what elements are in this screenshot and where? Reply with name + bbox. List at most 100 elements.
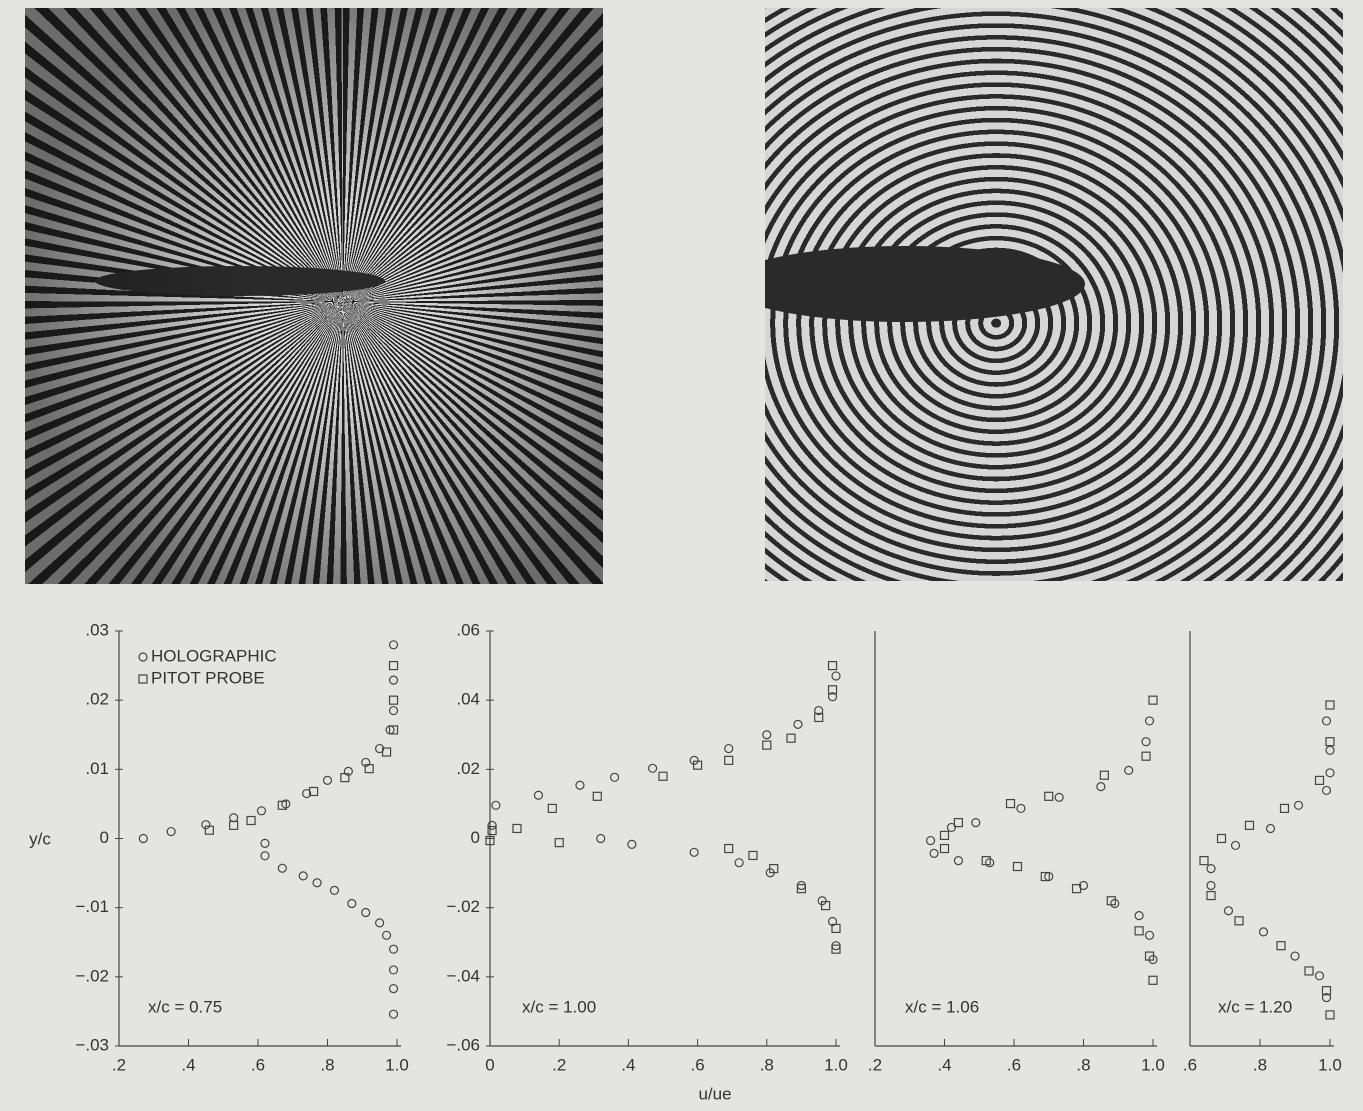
point [390, 641, 398, 649]
point [1326, 738, 1334, 746]
x-tick-label: .8 [760, 1055, 774, 1074]
x-tick-label: .8 [1253, 1055, 1267, 1074]
x-tick-label: .2 [868, 1055, 882, 1074]
y-tick-label: 0 [100, 828, 109, 847]
x-tick-label: 1.0 [385, 1055, 409, 1074]
point [247, 817, 255, 825]
point [832, 672, 840, 680]
point [324, 776, 332, 784]
point [390, 676, 398, 684]
point [1305, 967, 1313, 975]
point [513, 824, 521, 832]
point [749, 851, 757, 859]
y-tick-label: 0 [471, 828, 480, 847]
point [1326, 701, 1334, 709]
point [261, 839, 269, 847]
point [1281, 804, 1289, 812]
y-tick-label: −.03 [75, 1035, 109, 1054]
point [1267, 824, 1275, 832]
point [1225, 907, 1233, 915]
point [390, 707, 398, 715]
point [941, 845, 949, 853]
annotation: x/c = 1.00 [522, 997, 596, 1016]
annotation: x/c = 1.06 [905, 997, 979, 1016]
point [488, 821, 496, 829]
point [690, 848, 698, 856]
legend-label: HOLOGRAPHIC [151, 646, 277, 665]
point [1323, 717, 1331, 725]
x-tick-label: .6 [691, 1055, 705, 1074]
point [390, 945, 398, 953]
point [1146, 717, 1154, 725]
point [576, 781, 584, 789]
point [376, 919, 384, 927]
point [1326, 769, 1334, 777]
x-tick-label: .4 [937, 1055, 951, 1074]
point [1045, 792, 1053, 800]
point [278, 864, 286, 872]
x-tick-label: .6 [1007, 1055, 1021, 1074]
x-tick-label: .2 [552, 1055, 566, 1074]
legend-marker [139, 653, 147, 661]
figure: .2.4.6.81.0.03.02.010−.01−.02−.03HOLOGRA… [0, 0, 1363, 1111]
point [1100, 771, 1108, 779]
point [1142, 738, 1150, 746]
point [1326, 746, 1334, 754]
legend-marker [139, 675, 147, 683]
point [797, 882, 805, 890]
point [972, 819, 980, 827]
point [941, 831, 949, 839]
point [548, 804, 556, 812]
point [1125, 766, 1133, 774]
point [313, 879, 321, 887]
point [261, 852, 269, 860]
point [1277, 942, 1285, 950]
y-tick-label: −.01 [75, 897, 109, 916]
y-tick-label: −.02 [446, 897, 480, 916]
point [1097, 783, 1105, 791]
x-tick-label: .4 [181, 1055, 195, 1074]
point [593, 792, 601, 800]
point [390, 696, 398, 704]
point [763, 741, 771, 749]
point [1235, 917, 1243, 925]
point [787, 734, 795, 742]
point [1295, 801, 1303, 809]
point [1207, 882, 1215, 890]
point [555, 839, 563, 847]
point [725, 745, 733, 753]
point [628, 840, 636, 848]
point [829, 662, 837, 670]
point [597, 835, 605, 843]
point [167, 828, 175, 836]
point [927, 837, 935, 845]
x-tick-label: .8 [1076, 1055, 1090, 1074]
point [954, 819, 962, 827]
point [390, 1010, 398, 1018]
point [230, 814, 238, 822]
point [1291, 952, 1299, 960]
point [735, 859, 743, 867]
y-tick-label: −.06 [446, 1035, 480, 1054]
point [649, 764, 657, 772]
x-tick-label: .6 [1183, 1055, 1197, 1074]
point [139, 835, 147, 843]
y-tick-label: .06 [456, 620, 480, 639]
x-tick-label: 1.0 [1318, 1055, 1342, 1074]
point [1207, 865, 1215, 873]
point [348, 900, 356, 908]
point [383, 931, 391, 939]
x-tick-label: .4 [621, 1055, 635, 1074]
point [1142, 752, 1150, 760]
x-tick-label: .8 [320, 1055, 334, 1074]
point [1135, 912, 1143, 920]
x-tick-label: .2 [112, 1055, 126, 1074]
point [362, 909, 370, 917]
point [611, 773, 619, 781]
point [1055, 793, 1063, 801]
point [1326, 1011, 1334, 1019]
point [534, 791, 542, 799]
y-tick-label: .04 [456, 690, 480, 709]
point [1207, 892, 1215, 900]
point [725, 756, 733, 764]
